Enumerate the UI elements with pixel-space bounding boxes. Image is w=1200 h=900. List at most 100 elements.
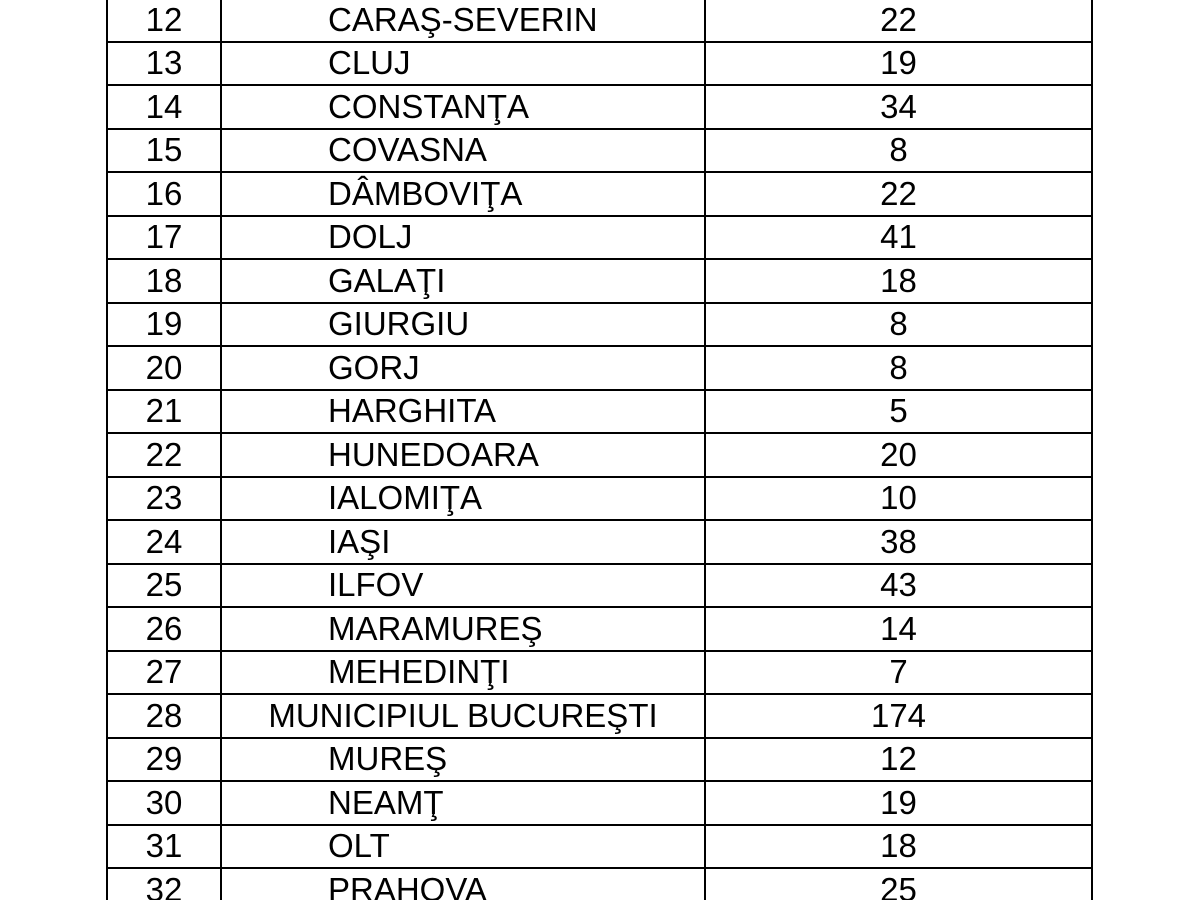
county-name: IALOMIŢA <box>328 479 483 517</box>
county-name-cell: DOLJ <box>221 215 705 259</box>
count-value-cell: 10 <box>705 476 1092 520</box>
count-value-cell: 22 <box>705 172 1092 216</box>
count-value-cell: 8 <box>705 346 1092 390</box>
count-value-cell: 25 <box>705 868 1092 900</box>
county-name: MEHEDINŢI <box>328 653 510 691</box>
row-number-cell: 24 <box>107 520 221 564</box>
county-name: IAŞI <box>328 522 391 560</box>
county-name: COVASNA <box>328 131 487 169</box>
row-number-cell: 14 <box>107 85 221 129</box>
county-name: CARAŞ-SEVERIN <box>328 0 598 38</box>
count-value-cell: 18 <box>705 824 1092 868</box>
county-name: GIURGIU <box>328 305 470 343</box>
row-number-cell: 26 <box>107 607 221 651</box>
count-value-cell: 14 <box>705 607 1092 651</box>
row-number-cell: 21 <box>107 389 221 433</box>
county-name-cell: GALAŢI <box>221 259 705 303</box>
row-number-cell: 27 <box>107 650 221 694</box>
row-number-cell: 18 <box>107 259 221 303</box>
count-value-cell: 22 <box>705 0 1092 42</box>
row-number-cell: 19 <box>107 302 221 346</box>
county-name-cell: CARAŞ-SEVERIN <box>221 0 705 42</box>
table-row: 13 CLUJ 19 <box>107 41 1092 85</box>
table-row: 25 ILFOV 43 <box>107 563 1092 607</box>
county-name-cell: CLUJ <box>221 41 705 85</box>
county-name-cell: IAŞI <box>221 520 705 564</box>
county-name-cell: MARAMUREŞ <box>221 607 705 651</box>
county-name: PRAHOVA <box>328 870 487 900</box>
table-row: 23 IALOMIŢA 10 <box>107 476 1092 520</box>
county-name-cell: MUREŞ <box>221 737 705 781</box>
county-name-cell: HARGHITA <box>221 389 705 433</box>
table-row: 21 HARGHITA 5 <box>107 389 1092 433</box>
count-value-cell: 19 <box>705 41 1092 85</box>
count-value-cell: 7 <box>705 650 1092 694</box>
county-name-cell: ILFOV <box>221 563 705 607</box>
county-name: HARGHITA <box>328 392 497 430</box>
count-value-cell: 8 <box>705 302 1092 346</box>
row-number-cell: 22 <box>107 433 221 477</box>
county-name-cell: GIURGIU <box>221 302 705 346</box>
row-number-cell: 32 <box>107 868 221 900</box>
county-name: CLUJ <box>328 44 411 82</box>
county-name-cell: MUNICIPIUL BUCUREŞTI <box>221 694 705 738</box>
row-number-cell: 30 <box>107 781 221 825</box>
count-value-cell: 19 <box>705 781 1092 825</box>
count-value-cell: 174 <box>705 694 1092 738</box>
count-value-cell: 18 <box>705 259 1092 303</box>
county-name-cell: GORJ <box>221 346 705 390</box>
county-name: MARAMUREŞ <box>328 609 543 647</box>
row-number-cell: 12 <box>107 0 221 42</box>
count-value-cell: 20 <box>705 433 1092 477</box>
county-name: NEAMŢ <box>328 783 444 821</box>
table-row: 22 HUNEDOARA 20 <box>107 433 1092 477</box>
county-name: CONSTANŢA <box>328 87 530 125</box>
table-row: 30 NEAMŢ 19 <box>107 781 1092 825</box>
row-number-cell: 29 <box>107 737 221 781</box>
table-body: 12 CARAŞ-SEVERIN 22 13 CLUJ 19 14 CONSTA… <box>107 0 1092 900</box>
table-row: 15 COVASNA 8 <box>107 128 1092 172</box>
count-value-cell: 34 <box>705 85 1092 129</box>
row-number-cell: 20 <box>107 346 221 390</box>
county-name-cell: NEAMŢ <box>221 781 705 825</box>
row-number-cell: 28 <box>107 694 221 738</box>
table-row: 27 MEHEDINŢI 7 <box>107 650 1092 694</box>
county-name-cell: COVASNA <box>221 128 705 172</box>
row-number-cell: 13 <box>107 41 221 85</box>
county-name-cell: CONSTANŢA <box>221 85 705 129</box>
county-name-cell: MEHEDINŢI <box>221 650 705 694</box>
table-row: 17 DOLJ 41 <box>107 215 1092 259</box>
count-value-cell: 8 <box>705 128 1092 172</box>
table-row: 24 IAŞI 38 <box>107 520 1092 564</box>
county-name: ILFOV <box>328 566 424 604</box>
table-row: 26 MARAMUREŞ 14 <box>107 607 1092 651</box>
table-row: 31 OLT 18 <box>107 824 1092 868</box>
row-number-cell: 23 <box>107 476 221 520</box>
table-row: 29 MUREŞ 12 <box>107 737 1092 781</box>
table-row: 14 CONSTANŢA 34 <box>107 85 1092 129</box>
table-row: 19 GIURGIU 8 <box>107 302 1092 346</box>
county-name-cell: IALOMIŢA <box>221 476 705 520</box>
table-row: 32 PRAHOVA 25 <box>107 868 1092 900</box>
row-number-cell: 25 <box>107 563 221 607</box>
table-row: 28 MUNICIPIUL BUCUREŞTI 174 <box>107 694 1092 738</box>
row-number-cell: 16 <box>107 172 221 216</box>
county-name: GALAŢI <box>328 261 446 299</box>
county-name: MUNICIPIUL BUCUREŞTI <box>268 696 658 734</box>
table-row: 12 CARAŞ-SEVERIN 22 <box>107 0 1092 42</box>
county-name: HUNEDOARA <box>328 435 539 473</box>
table-row: 20 GORJ 8 <box>107 346 1092 390</box>
row-number-cell: 17 <box>107 215 221 259</box>
count-value-cell: 38 <box>705 520 1092 564</box>
county-name: MUREŞ <box>328 740 448 778</box>
table-row: 16 DÂMBOVIŢA 22 <box>107 172 1092 216</box>
county-name-cell: OLT <box>221 824 705 868</box>
count-value-cell: 43 <box>705 563 1092 607</box>
county-name: DÂMBOVIŢA <box>328 174 523 212</box>
county-count-table: 12 CARAŞ-SEVERIN 22 13 CLUJ 19 14 CONSTA… <box>106 0 1093 900</box>
count-value-cell: 41 <box>705 215 1092 259</box>
row-number-cell: 15 <box>107 128 221 172</box>
county-name-cell: DÂMBOVIŢA <box>221 172 705 216</box>
county-name: GORJ <box>328 348 420 386</box>
